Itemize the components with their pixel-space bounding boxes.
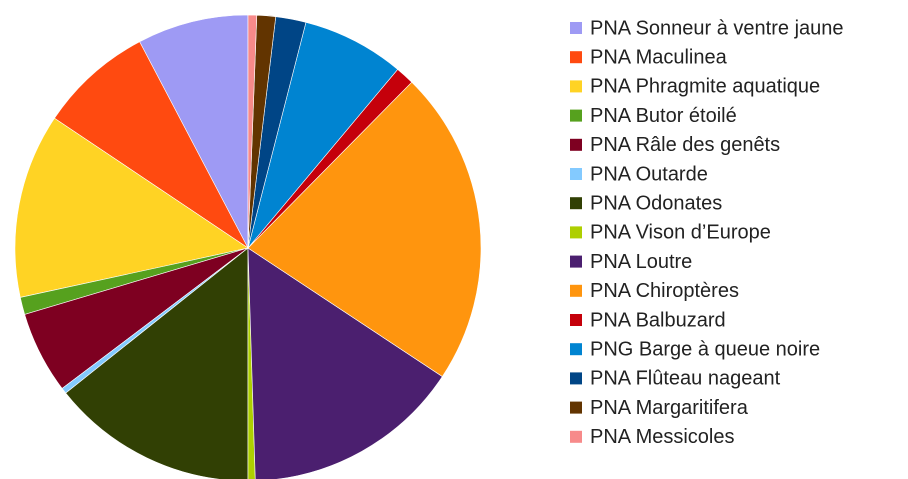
legend-label: PNA Butor étoilé (590, 105, 737, 127)
legend-swatch (570, 168, 582, 180)
legend-label: PNA Phragmite aquatique (590, 76, 820, 98)
legend-swatch (570, 401, 582, 414)
pie-slice (247, 14, 258, 249)
legend-swatch (570, 226, 582, 239)
legend-swatch (570, 343, 582, 356)
legend-swatch (570, 314, 582, 326)
legend-label: PNA Margaritifera (590, 397, 749, 419)
legend-swatch (570, 284, 582, 297)
pie-slice (139, 14, 249, 249)
legend-label: PNA Flûteau nageant (590, 368, 781, 390)
legend-label: PNA Maculinea (590, 46, 728, 68)
legend-label: PNA Outarde (590, 163, 708, 185)
pie-slice (247, 21, 399, 249)
legend-swatch (570, 51, 582, 64)
pie-slice (54, 41, 249, 249)
legend-label: PNA Balbuzard (590, 309, 726, 331)
legend-swatch (570, 109, 582, 122)
legend-swatch (570, 22, 582, 34)
legend-label: PNA Râle des genêts (590, 134, 780, 156)
legend-label: PNA Messicoles (590, 426, 735, 448)
legend-swatch (570, 372, 582, 385)
pie-slice (247, 247, 256, 479)
legend-swatch (570, 138, 582, 151)
pie-slice (65, 247, 249, 479)
legend-label: PNA Loutre (590, 251, 692, 273)
legend-label: PNA Vison d’Europe (590, 222, 771, 244)
legend-label: PNG Barge à queue noire (590, 338, 820, 360)
legend-swatch (570, 80, 582, 93)
legend-swatch (570, 255, 582, 268)
legend-label: PNA Odonates (590, 192, 722, 214)
pie-slice (247, 81, 482, 377)
pie-slice (247, 247, 443, 479)
legend-swatch (570, 197, 582, 210)
legend-label: PNA Sonneur à ventre jaune (590, 17, 844, 39)
pie-slice (14, 117, 249, 298)
legend-swatch (570, 430, 582, 443)
legend-label: PNA Chiroptères (590, 280, 739, 302)
